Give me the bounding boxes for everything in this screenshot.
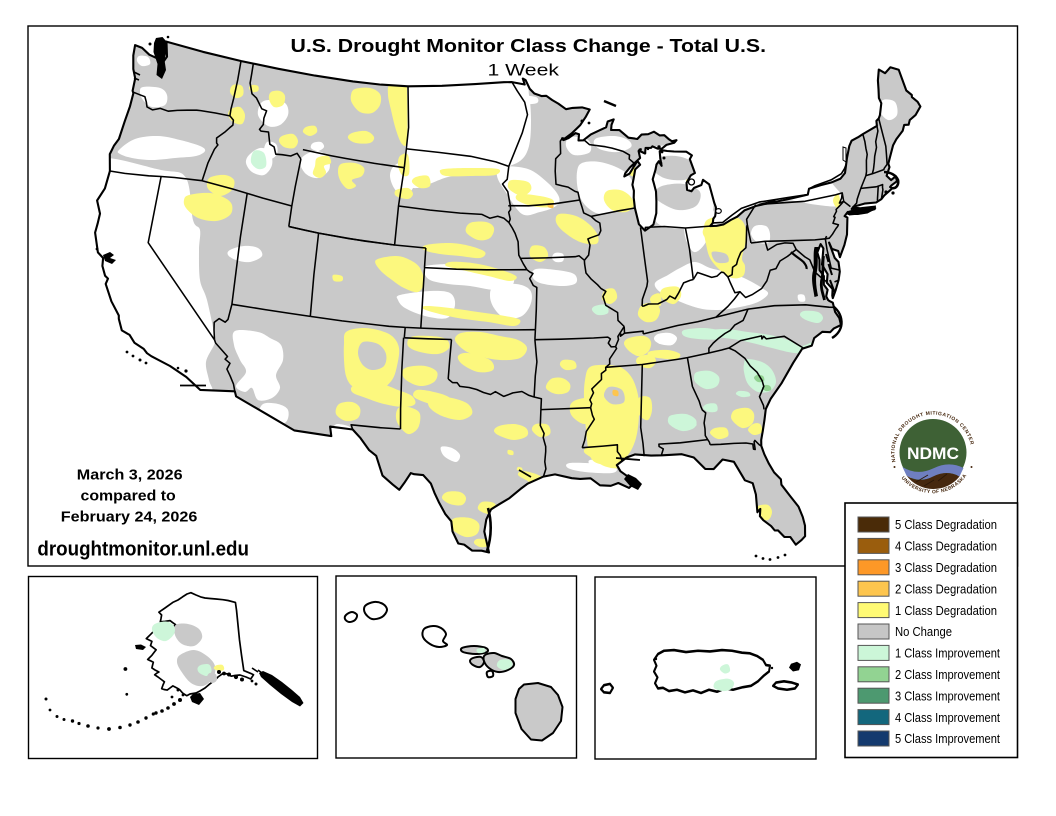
svg-text:4 Class Degradation: 4 Class Degradation xyxy=(895,539,997,554)
svg-text:5 Class Improvement: 5 Class Improvement xyxy=(895,731,1000,746)
svg-text:2 Class Degradation: 2 Class Degradation xyxy=(895,581,997,596)
svg-text:5 Class Degradation: 5 Class Degradation xyxy=(895,517,997,532)
svg-text:2 Class Improvement: 2 Class Improvement xyxy=(895,667,1000,682)
svg-text:1 Week: 1 Week xyxy=(488,62,560,80)
svg-text:March 3, 2026: March 3, 2026 xyxy=(77,467,183,484)
svg-text:1 Class Degradation: 1 Class Degradation xyxy=(895,603,997,618)
svg-text:U.S. Drought Monitor Class Cha: U.S. Drought Monitor Class Change - Tota… xyxy=(291,35,767,56)
svg-text:3 Class Improvement: 3 Class Improvement xyxy=(895,688,1000,703)
svg-text:3 Class Degradation: 3 Class Degradation xyxy=(895,560,997,575)
svg-text:4 Class Improvement: 4 Class Improvement xyxy=(895,710,1000,725)
svg-text:No Change: No Change xyxy=(895,624,952,639)
svg-text:compared to: compared to xyxy=(81,488,176,505)
svg-text:NDMC: NDMC xyxy=(907,444,959,463)
svg-text:1 Class Improvement: 1 Class Improvement xyxy=(895,646,1000,661)
svg-text:droughtmonitor.unl.edu: droughtmonitor.unl.edu xyxy=(37,539,249,561)
svg-text:February 24, 2026: February 24, 2026 xyxy=(61,509,198,526)
